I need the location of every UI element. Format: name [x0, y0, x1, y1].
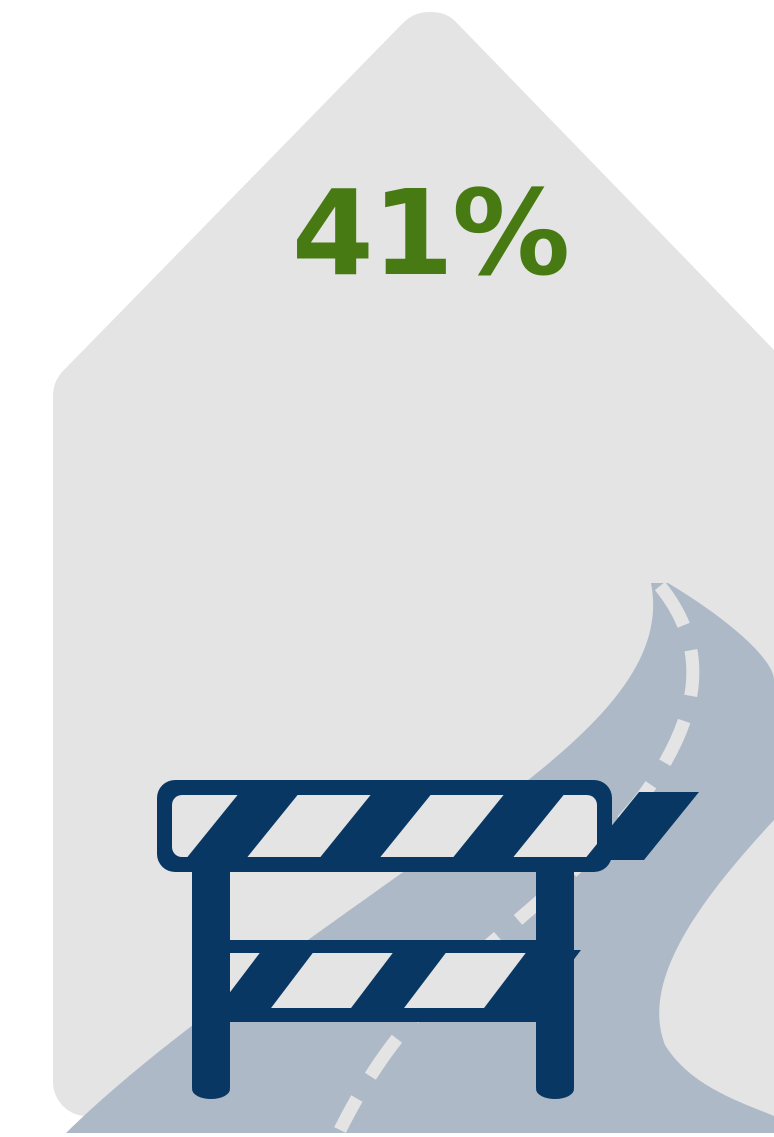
percentage-stat: 41%	[291, 164, 570, 302]
road-barricade-icon	[157, 780, 699, 1099]
